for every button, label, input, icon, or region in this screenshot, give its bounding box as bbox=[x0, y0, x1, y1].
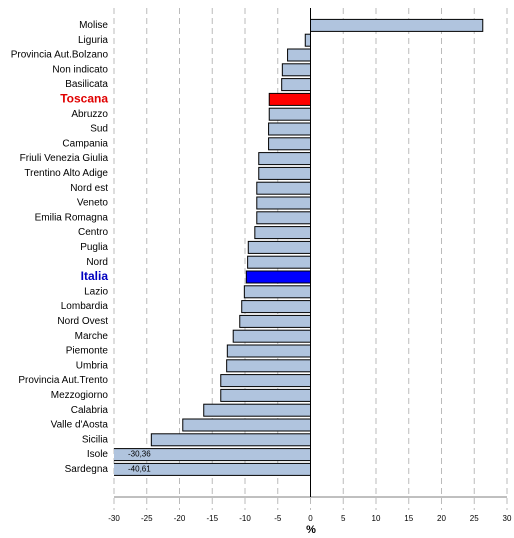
y-tick-label: Italia bbox=[81, 269, 109, 283]
x-tick-label: -5 bbox=[274, 514, 282, 523]
x-tick-label: -20 bbox=[174, 514, 186, 523]
bars bbox=[114, 18, 484, 476]
bar bbox=[256, 181, 312, 195]
y-tick-label: Marche bbox=[75, 331, 109, 342]
bar bbox=[268, 137, 311, 151]
x-tick-label: -30 bbox=[108, 514, 120, 523]
y-tick-label: Sud bbox=[90, 124, 108, 135]
y-tick-label: Isole bbox=[87, 449, 109, 460]
y-tick-label: Lazio bbox=[84, 286, 108, 297]
x-tick-label: 20 bbox=[437, 514, 446, 523]
y-tick-label: Campania bbox=[62, 138, 108, 149]
value-label: -30,36 bbox=[128, 450, 151, 459]
y-tick-label: Liguria bbox=[78, 35, 108, 46]
bar bbox=[150, 433, 311, 447]
y-tick-label: Valle d'Aosta bbox=[51, 420, 109, 431]
x-tick-label: -15 bbox=[206, 514, 218, 523]
bar bbox=[281, 63, 311, 77]
y-tick-label: Toscana bbox=[60, 92, 108, 106]
bar bbox=[220, 374, 311, 388]
y-tick-label: Non indicato bbox=[52, 64, 108, 75]
y-tick-label: Lombardia bbox=[61, 301, 109, 312]
x-tick-label: -10 bbox=[239, 514, 251, 523]
bar bbox=[256, 211, 312, 225]
x-tick-label: 0 bbox=[308, 514, 313, 523]
bar bbox=[243, 285, 311, 299]
y-tick-label: Provincia Aut.Trento bbox=[18, 375, 108, 386]
y-tick-label: Umbria bbox=[76, 360, 109, 371]
bar bbox=[258, 152, 312, 166]
bar bbox=[203, 403, 311, 417]
y-tick-label: Puglia bbox=[80, 242, 108, 253]
y-tick-label: Friuli Venezia Giulia bbox=[20, 153, 109, 164]
bar bbox=[268, 107, 311, 121]
y-tick-label: Piemonte bbox=[66, 346, 109, 357]
x-tick-label: 10 bbox=[372, 514, 381, 523]
y-tick-label: Nord bbox=[86, 257, 108, 268]
x-tick-label: 5 bbox=[341, 514, 346, 523]
bar bbox=[281, 78, 311, 92]
y-tick-label: Sicilia bbox=[82, 434, 109, 445]
y-tick-label: Abruzzo bbox=[71, 109, 108, 120]
x-axis-label: % bbox=[306, 524, 316, 536]
y-tick-label: Centro bbox=[78, 227, 108, 238]
x-tick-label: 30 bbox=[503, 514, 512, 523]
x-tick-label: -25 bbox=[141, 514, 153, 523]
y-tick-label: Molise bbox=[79, 20, 108, 31]
bar bbox=[256, 196, 312, 210]
bar bbox=[241, 300, 312, 314]
bar bbox=[247, 240, 311, 254]
bar bbox=[254, 226, 311, 240]
y-tick-label: Nord est bbox=[70, 183, 108, 194]
y-tick-label: Mezzogiorno bbox=[51, 390, 109, 401]
bar bbox=[304, 33, 312, 47]
y-tick-label: Provincia Aut.Bolzano bbox=[11, 50, 109, 61]
y-tick-label: Sardegna bbox=[65, 464, 109, 475]
bar bbox=[268, 92, 311, 106]
bar bbox=[310, 18, 484, 32]
bar bbox=[268, 122, 311, 136]
bar bbox=[239, 314, 311, 328]
y-tick-label: Trentino Alto Adige bbox=[24, 168, 108, 179]
bar bbox=[226, 344, 311, 358]
bar bbox=[182, 418, 311, 432]
y-tick-label: Basilicata bbox=[65, 79, 108, 90]
y-tick-label: Veneto bbox=[77, 198, 109, 209]
bar bbox=[247, 255, 311, 269]
y-tick-label: Calabria bbox=[71, 405, 109, 416]
x-tick-label: 25 bbox=[470, 514, 479, 523]
bar bbox=[220, 388, 311, 402]
y-tick-label: Emilia Romagna bbox=[35, 212, 109, 223]
value-label: -40,61 bbox=[128, 465, 151, 474]
bar bbox=[226, 359, 311, 373]
x-tick-label: 15 bbox=[404, 514, 413, 523]
bar bbox=[232, 329, 312, 343]
bar bbox=[245, 270, 311, 284]
bar bbox=[258, 166, 312, 180]
y-tick-label: Nord Ovest bbox=[57, 316, 108, 327]
bar bbox=[287, 48, 312, 62]
